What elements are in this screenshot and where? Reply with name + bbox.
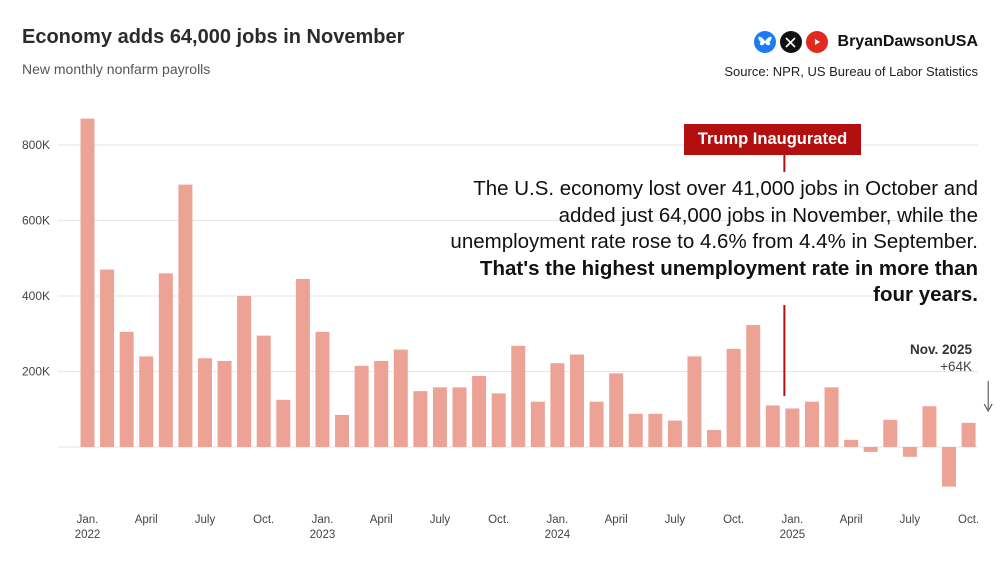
x-tick-label: Oct. [488,514,509,526]
y-tick-label: 800K [22,138,50,152]
bar [961,422,976,447]
chart-title: Economy adds 64,000 jobs in November [22,26,405,48]
x-tick-label: July [195,514,216,526]
bar [413,391,428,447]
bar [393,349,408,447]
bar [785,408,800,447]
bar [80,118,95,447]
bar [158,273,173,447]
x-tick-year: 2025 [780,529,806,541]
x-tick-label: April [370,514,393,526]
bar [922,406,937,447]
x-tick-label: July [430,514,451,526]
annotation-bold: That's the highest unemployment rate in … [479,256,978,307]
x-tick-label: April [605,514,628,526]
bar [491,393,506,447]
bar [197,358,212,447]
bar [511,345,526,447]
x-tick-label: April [135,514,158,526]
x-icon[interactable] [779,31,802,53]
x-tick-label: Oct. [958,514,979,526]
bar [354,365,369,447]
bar [570,354,584,447]
bar [667,420,682,447]
bar [237,296,252,447]
x-tick-label: Jan. [312,514,334,526]
bar [100,269,115,447]
bar [295,279,310,447]
annotation-body: The U.S. economy lost over 41,000 jobs i… [450,177,978,253]
bar [178,184,193,447]
x-tick-label: Jan. [782,514,804,526]
callout-arrow-head [983,403,993,413]
x-tick-label: April [840,514,863,526]
bar [863,447,878,452]
trump-inaugurated-tag: Trump Inaugurated [684,124,861,155]
brand-handle[interactable]: BryanDawsonUSA [837,33,978,50]
y-tick-label: 400K [22,289,50,303]
bar [335,414,350,447]
bar [217,360,232,447]
bar [276,399,291,447]
bar [844,439,859,447]
bar [452,387,467,447]
bar [942,447,957,487]
bar [139,356,154,447]
bar [432,387,447,447]
bar [550,363,565,447]
annotation-text: The U.S. economy lost over 41,000 jobs i… [438,176,978,309]
x-tick-year: 2024 [545,529,571,541]
y-tick-label: 600K [22,214,50,228]
bar [256,335,271,447]
x-tick-year: 2023 [310,529,336,541]
bar [648,413,663,447]
bar [804,401,819,447]
bar [589,401,604,447]
bar [746,325,761,447]
callout-value: +64K [940,359,972,374]
youtube-icon[interactable] [805,31,828,53]
bar [687,356,702,447]
bar [902,447,917,457]
x-tick-label: July [900,514,921,526]
callout-label: Nov. 2025 [909,342,972,357]
bar [609,373,624,447]
x-tick-label: Oct. [253,514,274,526]
bar [726,348,741,447]
bluesky-icon[interactable] [753,31,776,53]
bar [883,419,898,447]
x-tick-label: Jan. [77,514,99,526]
bar [824,387,839,447]
bar [628,413,643,447]
y-tick-label: 200K [22,365,50,379]
bar [374,360,389,447]
x-tick-label: Oct. [723,514,744,526]
nov-2025-callout: Nov. 2025 +64K [910,342,972,374]
x-tick-year: 2022 [75,529,101,541]
chart-subtitle: New monthly nonfarm payrolls [22,61,211,77]
x-tick-label: Jan. [547,514,569,526]
bar [315,331,330,447]
bar [707,430,722,447]
bar [119,331,134,447]
brand-bar: BryanDawsonUSA [753,31,978,53]
bar [765,405,780,447]
bar [530,401,545,447]
x-tick-label: July [665,514,686,526]
bar [472,376,487,447]
source-note: Source: NPR, US Bureau of Labor Statisti… [724,64,978,79]
